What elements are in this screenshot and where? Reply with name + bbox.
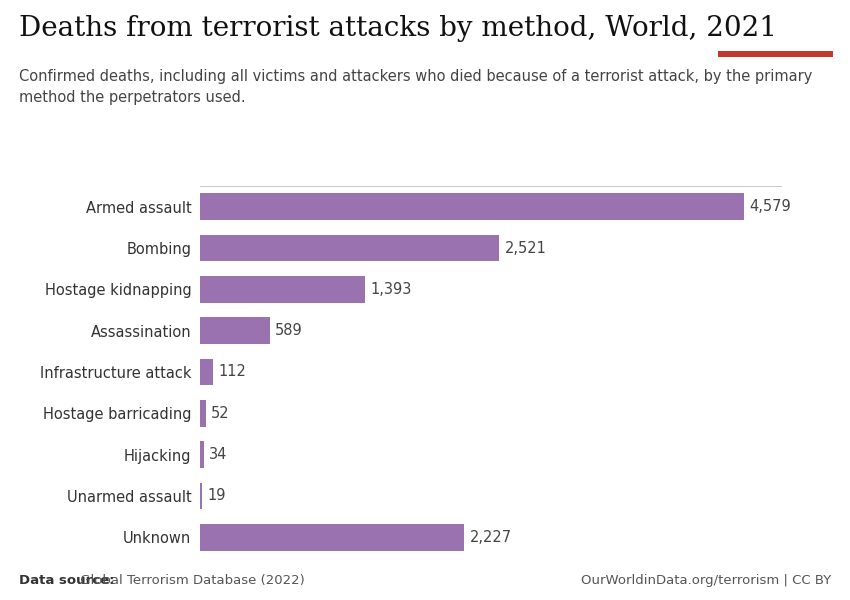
FancyBboxPatch shape [718, 51, 833, 57]
Bar [200, 359, 213, 385]
Bar [200, 482, 202, 509]
Text: 112: 112 [218, 365, 246, 380]
Bar [200, 193, 744, 220]
Text: 52: 52 [212, 406, 230, 421]
Bar [200, 441, 204, 468]
Text: Confirmed deaths, including all victims and attackers who died because of a terr: Confirmed deaths, including all victims … [19, 69, 812, 105]
Text: 19: 19 [207, 488, 226, 503]
Text: 2,521: 2,521 [505, 241, 547, 256]
Text: 2,227: 2,227 [470, 530, 512, 545]
Text: Deaths from terrorist attacks by method, World, 2021: Deaths from terrorist attacks by method,… [19, 15, 777, 42]
Bar [200, 400, 206, 427]
Text: 34: 34 [209, 447, 228, 462]
Text: Global Terrorism Database (2022): Global Terrorism Database (2022) [76, 574, 305, 587]
Bar [200, 276, 366, 303]
Text: 1,393: 1,393 [371, 282, 412, 297]
Text: OurWorldinData.org/terrorism | CC BY: OurWorldinData.org/terrorism | CC BY [581, 574, 831, 587]
Text: Our World
in Data: Our World in Data [740, 14, 811, 43]
Bar [200, 317, 269, 344]
Text: 4,579: 4,579 [749, 199, 791, 214]
Bar [200, 524, 464, 551]
Bar [200, 235, 499, 262]
Text: Data source:: Data source: [19, 574, 114, 587]
Text: 589: 589 [275, 323, 303, 338]
